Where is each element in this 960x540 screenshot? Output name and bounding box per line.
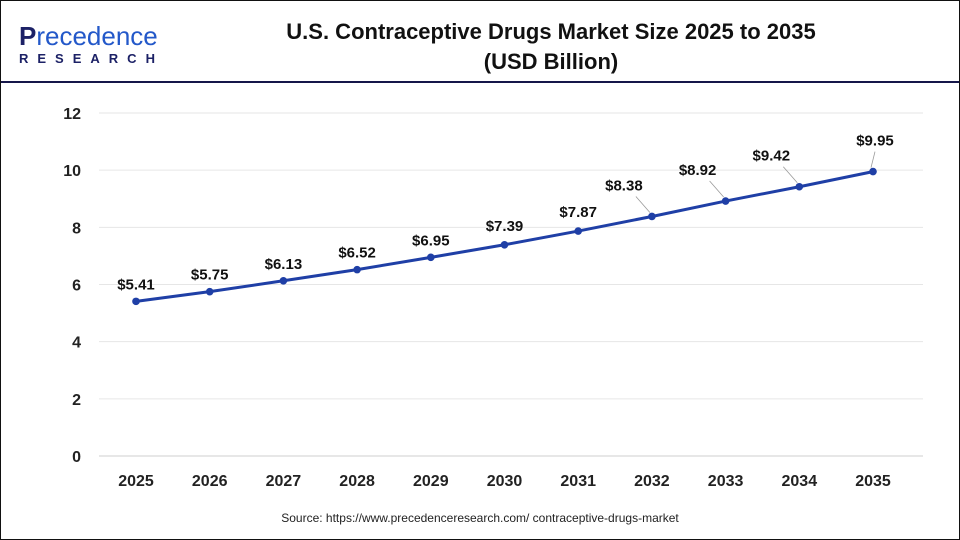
data-label: $7.39 [486, 218, 524, 235]
x-tick-label: 2028 [339, 473, 375, 490]
y-tick-label: 6 [72, 278, 81, 295]
data-label: $5.41 [117, 276, 155, 293]
x-tick-label: 2032 [634, 473, 670, 490]
y-tick-label: 0 [72, 449, 81, 466]
data-point [721, 197, 730, 205]
x-tick-label: 2031 [560, 473, 596, 490]
data-point [869, 167, 877, 176]
data-point [279, 276, 288, 285]
data-point [205, 287, 214, 296]
data-point [500, 240, 509, 249]
data-label: $5.75 [191, 267, 229, 284]
data-point [353, 265, 361, 274]
data-point [132, 297, 140, 306]
data-point [648, 212, 656, 221]
data-label: $8.92 [679, 162, 717, 179]
data-label: $9.42 [753, 148, 791, 165]
y-tick-label: 4 [72, 335, 81, 352]
data-point [574, 227, 582, 235]
source-note: Source: https://www.precedenceresearch.c… [281, 511, 679, 525]
leader-line [635, 196, 651, 213]
leader-line [870, 151, 876, 168]
x-tick-label: 2026 [192, 473, 228, 490]
leader-line [709, 180, 724, 198]
x-tick-label: 2025 [118, 473, 154, 490]
precedence-research-logo: Precedence RESEARCH [19, 21, 164, 66]
x-tick-label: 2029 [413, 473, 449, 490]
y-tick-label: 10 [63, 163, 81, 180]
data-label: $8.38 [605, 177, 643, 194]
data-label: $9.95 [856, 133, 894, 150]
data-label: $6.95 [412, 232, 450, 249]
y-tick-label: 12 [63, 106, 81, 123]
x-tick-label: 2033 [708, 473, 744, 490]
x-tick-label: 2034 [782, 473, 818, 490]
y-tick-label: 2 [72, 392, 81, 409]
data-label: $7.87 [559, 204, 597, 221]
data-label: $6.52 [338, 245, 376, 262]
y-tick-label: 8 [72, 220, 81, 237]
x-tick-label: 2035 [855, 473, 891, 490]
x-tick-label: 2027 [266, 473, 302, 490]
data-point [795, 182, 804, 191]
data-label: $6.13 [265, 256, 303, 273]
leader-line [782, 166, 798, 184]
data-point [427, 253, 435, 262]
header-divider [1, 81, 959, 83]
x-tick-label: 2030 [487, 473, 523, 490]
series-line [135, 170, 874, 303]
chart-title: U.S. Contraceptive Drugs Market Size 202… [286, 19, 816, 74]
